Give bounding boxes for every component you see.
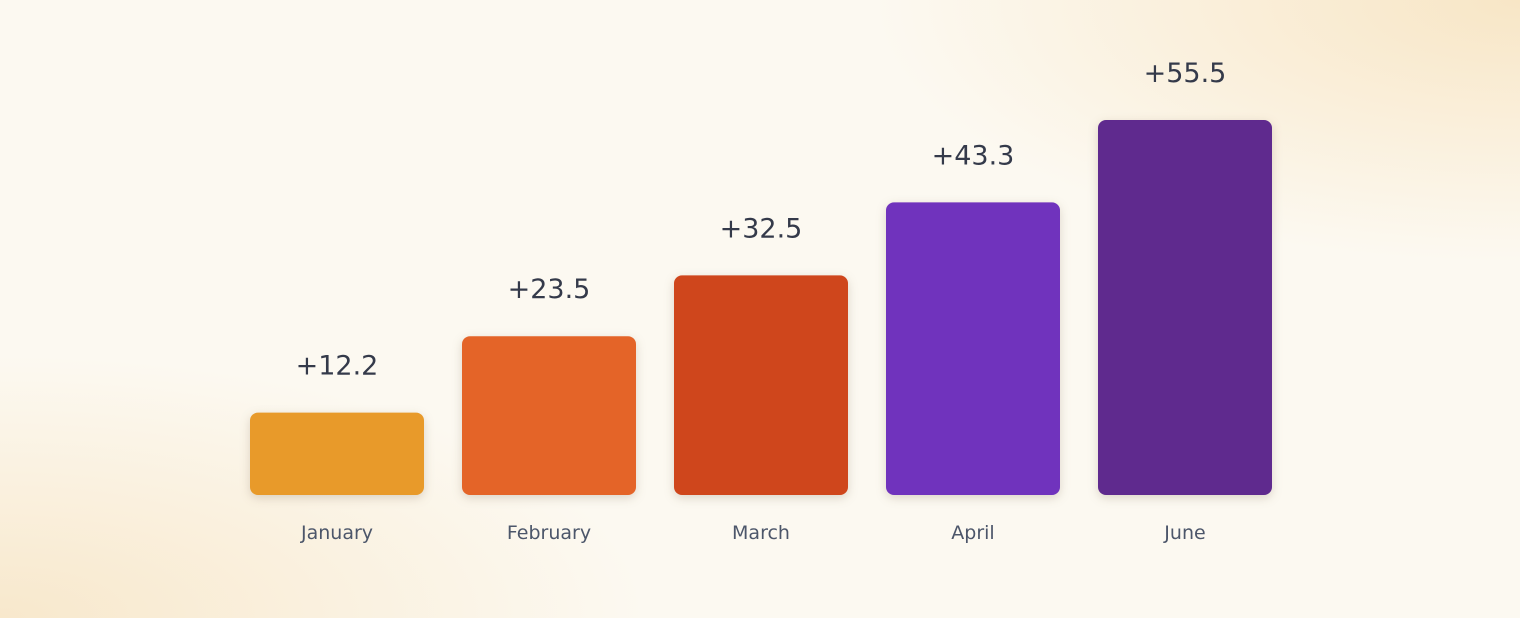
value-label: +32.5	[720, 213, 803, 244]
bar	[462, 336, 636, 495]
category-label: April	[951, 522, 994, 544]
category-label: March	[732, 522, 790, 544]
category-label: January	[300, 522, 373, 544]
value-label: +55.5	[1144, 58, 1227, 89]
value-label: +12.2	[296, 351, 379, 382]
category-label: February	[507, 522, 591, 544]
category-label: June	[1163, 522, 1205, 544]
bar	[674, 275, 848, 495]
bar	[1098, 120, 1272, 495]
value-label: +43.3	[932, 140, 1015, 171]
value-label: +23.5	[508, 274, 591, 305]
bar	[250, 412, 424, 495]
bar	[886, 202, 1060, 495]
